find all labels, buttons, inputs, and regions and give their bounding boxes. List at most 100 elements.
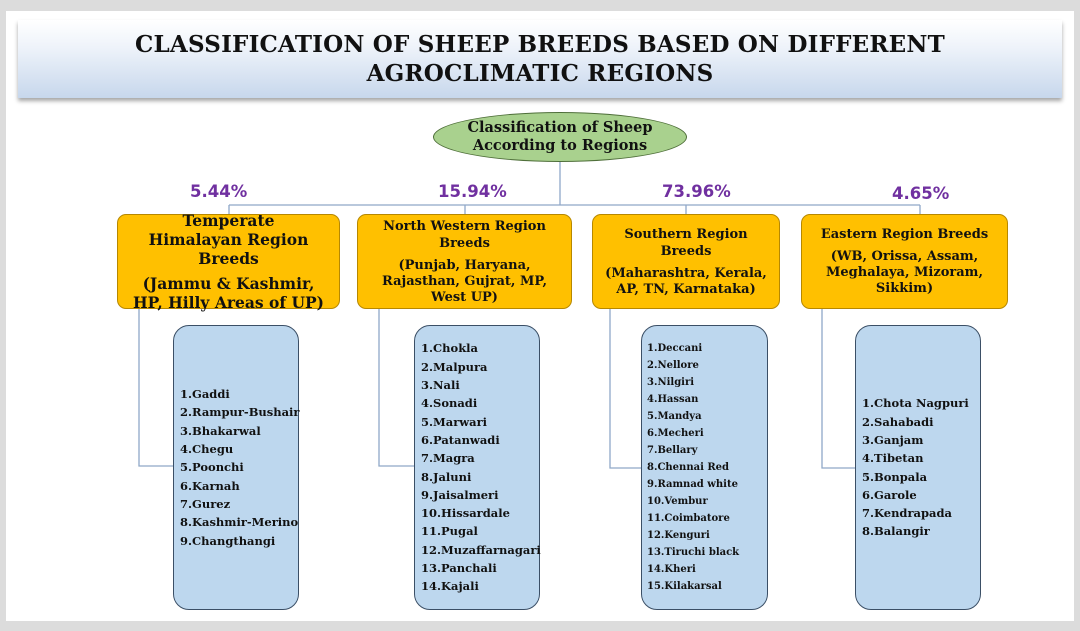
breed-name: Chennai Red (657, 462, 730, 473)
region-name: North Western Region Breeds (383, 218, 546, 251)
breed-number: 6. (862, 487, 875, 502)
region-node-temperate-himalayan: Temperate Himalayan Region Breeds (Jammu… (117, 211, 340, 312)
breed-name: Panchali (441, 560, 497, 575)
breed-number: 12. (647, 530, 665, 541)
breed-name: Coimbatore (664, 513, 730, 524)
breed-name: Tiruchi black (664, 547, 740, 558)
breed-name: Kheri (664, 564, 696, 575)
page-title: CLASSIFICATION OF SHEEP BREEDS BASED ON … (135, 31, 945, 87)
breed-item: 6. Karnah (180, 477, 300, 495)
breed-name: Malpura (433, 359, 488, 374)
breed-item: 14. Kajali (421, 577, 541, 595)
breed-number: 2. (180, 405, 193, 420)
breed-item: 4. Sonadi (421, 394, 541, 412)
breed-number: 8. (421, 469, 434, 484)
breed-number: 6. (647, 428, 658, 439)
breed-item: 15. Kilakarsal (647, 578, 739, 595)
breed-number: 5. (647, 411, 658, 422)
breed-item: 5. Poonchi (180, 458, 300, 476)
breed-name: Gurez (192, 496, 231, 511)
breed-name: Balangir (874, 524, 930, 539)
breed-number: 12. (421, 542, 442, 557)
breed-name: Muzaffarnagari (441, 542, 541, 557)
percent-label: 73.96% (662, 182, 731, 201)
breed-item: 8. Balangir (862, 522, 969, 540)
breed-number: 1. (647, 343, 658, 354)
breed-name: Jaisalmeri (433, 487, 499, 502)
percent-label: 15.94% (438, 182, 507, 201)
breed-item: 9. Ramnad white (647, 476, 739, 493)
breed-name: Pugal (441, 524, 478, 539)
breed-item: 1. Chota Nagpuri (862, 394, 969, 412)
breed-number: 4. (647, 394, 658, 405)
breed-item: 3. Ganjam (862, 431, 969, 449)
breed-name: Sonadi (433, 396, 478, 411)
breed-item: 1. Gaddi (180, 385, 300, 403)
list-3-connector (609, 309, 641, 469)
breed-number: 14. (647, 564, 665, 575)
breed-number: 4. (862, 451, 875, 466)
breed-number: 5. (862, 469, 875, 484)
breed-name: Karnah (192, 478, 240, 493)
percent-label: 4.65% (892, 184, 950, 203)
breed-item: 2. Nellore (647, 357, 739, 374)
breed-name: Gaddi (192, 387, 230, 402)
breed-name: Mecheri (657, 428, 704, 439)
breed-name: Poonchi (192, 460, 244, 475)
breed-number: 2. (862, 414, 875, 429)
breed-number: 3. (421, 378, 434, 393)
breed-number: 3. (180, 423, 193, 438)
breed-list-eastern: 1. Chota Nagpuri 2. Sahabadi 3. Ganjam 4. T… (855, 325, 981, 610)
breed-name: Sahabadi (874, 414, 934, 429)
breed-item: 8. Kashmir-Merino (180, 513, 300, 531)
breed-name: Rampur-Bushair (192, 405, 300, 420)
breed-name: Nali (433, 378, 460, 393)
breed-number: 7. (180, 496, 193, 511)
root-label-line1: Classification of Sheep (467, 119, 653, 136)
breed-item: 11. Coimbatore (647, 510, 739, 527)
breed-number: 5. (180, 460, 193, 475)
breed-name: Patanwadi (433, 432, 500, 447)
breed-item: 5. Mandya (647, 408, 739, 425)
breed-number: 14. (421, 579, 442, 594)
breed-name: Nilgiri (657, 377, 695, 388)
breed-item: 7. Kendrapada (862, 504, 969, 522)
breed-item: 6. Patanwadi (421, 431, 541, 449)
breed-name: Changthangi (192, 533, 276, 548)
breed-name: Hassan (657, 394, 699, 405)
breed-item: 1. Deccani (647, 340, 739, 357)
breed-name: Kilakarsal (664, 581, 722, 592)
breed-name: Chokla (433, 341, 478, 356)
breed-number: 9. (647, 479, 658, 490)
breed-number: 3. (647, 377, 658, 388)
breed-number: 2. (421, 359, 434, 374)
breed-item: 9. Jaisalmeri (421, 486, 541, 504)
breed-number: 10. (647, 496, 665, 507)
breed-item: 9. Changthangi (180, 532, 300, 550)
breed-item: 5. Marwari (421, 413, 541, 431)
breed-name: Garole (874, 487, 917, 502)
breed-item: 8. Chennai Red (647, 459, 739, 476)
breed-number: 10. (421, 506, 442, 521)
breed-number: 1. (421, 341, 434, 356)
breed-name: Mandya (657, 411, 702, 422)
breed-item: 11. Pugal (421, 522, 541, 540)
region-node-north-western: North Western Region Breeds (Punjab, Har… (357, 214, 572, 309)
breed-name: Bonpala (874, 469, 928, 484)
breed-item: 4. Chegu (180, 440, 300, 458)
breed-item: 6. Mecheri (647, 425, 739, 442)
region-name: Southern Region Breeds (624, 226, 748, 259)
breed-item: 8. Jaluni (421, 468, 541, 486)
breed-name: Jaluni (433, 469, 472, 484)
breed-number: 8. (862, 524, 875, 539)
breed-item: 3. Nali (421, 376, 541, 394)
breed-name: Bellary (657, 445, 698, 456)
breed-number: 5. (421, 414, 434, 429)
breed-number: 1. (180, 387, 193, 402)
breed-name: Hissardale (441, 506, 510, 521)
breed-item: 3. Nilgiri (647, 374, 739, 391)
breed-item: 12. Muzaffarnagari (421, 541, 541, 559)
breed-number: 13. (647, 547, 665, 558)
root-node: Classification of Sheep According to Reg… (433, 112, 687, 162)
